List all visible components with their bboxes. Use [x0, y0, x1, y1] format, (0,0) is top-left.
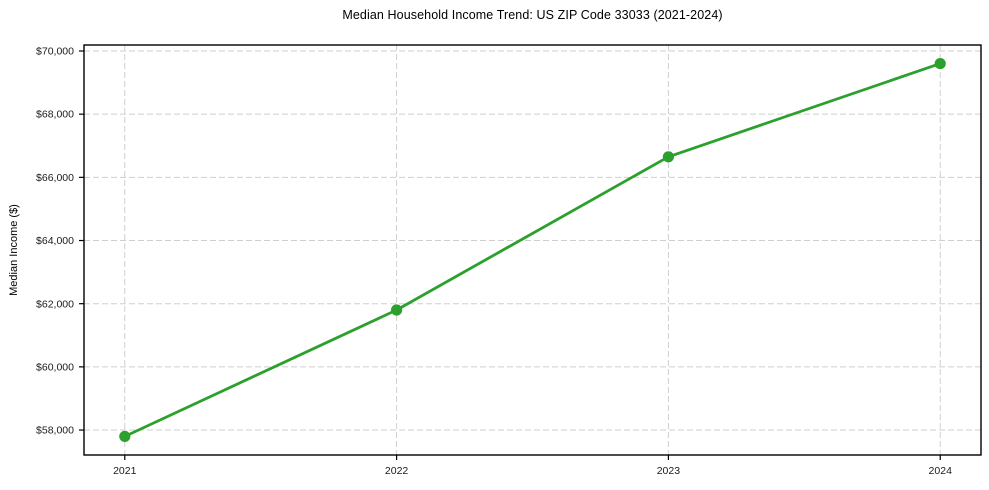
y-tick-label: $58,000 — [36, 425, 74, 437]
y-tick-label: $62,000 — [36, 298, 74, 310]
x-tick-label: 2021 — [113, 465, 137, 477]
y-tick-label: $64,000 — [36, 235, 74, 247]
plot-border — [83, 44, 982, 456]
y-tick-label: $68,000 — [36, 109, 74, 121]
x-tick-label: 2024 — [929, 465, 953, 477]
y-tick-label: $70,000 — [36, 46, 74, 58]
x-tick-label: 2022 — [385, 465, 409, 477]
chart-title: Median Household Income Trend: US ZIP Co… — [342, 8, 723, 22]
data-point — [119, 430, 131, 442]
data-point — [662, 151, 675, 163]
data-point — [934, 58, 946, 70]
y-tick-label: $60,000 — [36, 361, 74, 373]
trend-line — [123, 62, 942, 438]
y-axis-label: Median Income ($) — [8, 204, 20, 296]
data-point — [391, 304, 403, 316]
y-tick-label: $66,000 — [36, 172, 74, 184]
x-tick-label: 2023 — [657, 465, 681, 477]
